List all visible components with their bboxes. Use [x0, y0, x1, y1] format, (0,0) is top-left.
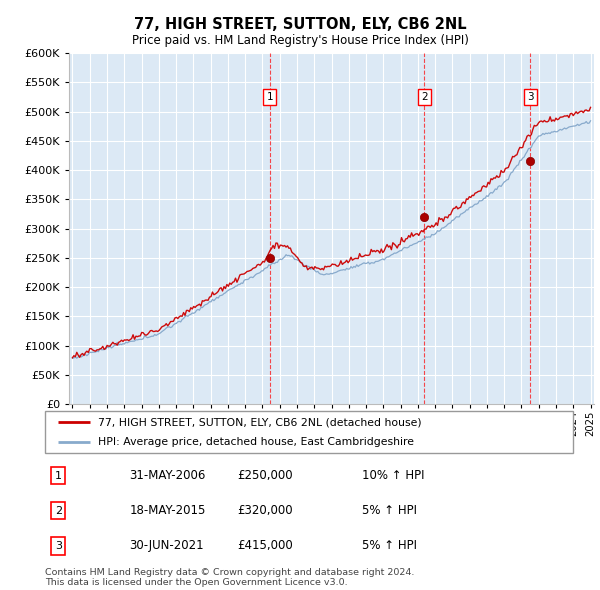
Text: 5% ↑ HPI: 5% ↑ HPI	[362, 504, 417, 517]
Text: 1: 1	[55, 471, 62, 481]
Text: 2: 2	[421, 92, 428, 102]
Text: This data is licensed under the Open Government Licence v3.0.: This data is licensed under the Open Gov…	[45, 578, 347, 587]
Text: 18-MAY-2015: 18-MAY-2015	[130, 504, 206, 517]
Text: 10% ↑ HPI: 10% ↑ HPI	[362, 470, 424, 483]
Text: £250,000: £250,000	[238, 470, 293, 483]
Text: HPI: Average price, detached house, East Cambridgeshire: HPI: Average price, detached house, East…	[98, 437, 414, 447]
Text: 3: 3	[55, 541, 62, 551]
Text: 77, HIGH STREET, SUTTON, ELY, CB6 2NL (detached house): 77, HIGH STREET, SUTTON, ELY, CB6 2NL (d…	[98, 417, 421, 427]
Text: 31-MAY-2006: 31-MAY-2006	[130, 470, 206, 483]
Text: 2: 2	[55, 506, 62, 516]
Text: 77, HIGH STREET, SUTTON, ELY, CB6 2NL: 77, HIGH STREET, SUTTON, ELY, CB6 2NL	[134, 17, 466, 31]
Text: 5% ↑ HPI: 5% ↑ HPI	[362, 539, 417, 552]
Text: £320,000: £320,000	[238, 504, 293, 517]
Text: Contains HM Land Registry data © Crown copyright and database right 2024.: Contains HM Land Registry data © Crown c…	[45, 568, 415, 576]
Text: Price paid vs. HM Land Registry's House Price Index (HPI): Price paid vs. HM Land Registry's House …	[131, 34, 469, 47]
Text: £415,000: £415,000	[238, 539, 293, 552]
Text: 1: 1	[266, 92, 273, 102]
Text: 3: 3	[527, 92, 533, 102]
Text: 30-JUN-2021: 30-JUN-2021	[130, 539, 204, 552]
